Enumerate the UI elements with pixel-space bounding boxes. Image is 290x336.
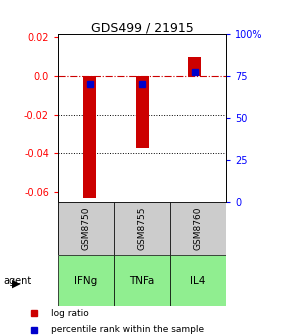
FancyBboxPatch shape <box>58 255 114 306</box>
Bar <box>188 57 201 76</box>
Bar <box>83 76 96 198</box>
Text: GSM8750: GSM8750 <box>81 207 90 250</box>
Text: IL4: IL4 <box>191 276 206 286</box>
FancyBboxPatch shape <box>170 255 226 306</box>
Text: IFNg: IFNg <box>75 276 98 286</box>
Text: log ratio: log ratio <box>51 309 89 318</box>
Text: percentile rank within the sample: percentile rank within the sample <box>51 326 204 334</box>
FancyBboxPatch shape <box>114 202 170 255</box>
FancyBboxPatch shape <box>114 255 170 306</box>
Bar <box>135 76 149 148</box>
FancyBboxPatch shape <box>170 202 226 255</box>
Text: TNFa: TNFa <box>129 276 155 286</box>
Text: GSM8760: GSM8760 <box>194 207 203 250</box>
Text: GSM8755: GSM8755 <box>137 207 147 250</box>
Text: GDS499 / 21915: GDS499 / 21915 <box>91 22 193 35</box>
FancyBboxPatch shape <box>58 202 114 255</box>
Text: agent: agent <box>3 276 31 286</box>
Text: ▶: ▶ <box>12 279 20 289</box>
